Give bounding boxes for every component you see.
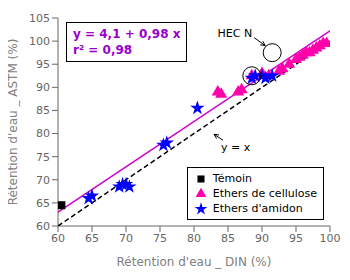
svg-text:y = x: y = x [221,141,251,154]
svg-text:75: 75 [153,232,167,245]
html-text:y = 4,1 + 0,98 x: y = 4,1 + 0,98 x [73,27,181,41]
svg-text:80: 80 [36,127,50,140]
svg-text:75: 75 [36,151,50,164]
svg-text:Rétention d'eau _ ASTM (%): Rétention d'eau _ ASTM (%) [8,39,20,206]
svg-text:80: 80 [187,232,201,245]
svg-text:HEC N: HEC N [218,27,253,40]
svg-text:100: 100 [320,232,341,245]
svg-text:95: 95 [289,232,303,245]
svg-text:70: 70 [36,174,50,187]
svg-text:60: 60 [51,232,65,245]
svg-text:100: 100 [29,35,50,48]
svg-text:90: 90 [255,232,269,245]
svg-text:95: 95 [36,58,50,71]
svg-text:Rétention d'eau _ DIN (%): Rétention d'eau _ DIN (%) [117,255,272,269]
svg-text:85: 85 [221,232,235,245]
svg-text:60: 60 [36,220,50,233]
html-text:r² = 0,98: r² = 0,98 [73,43,133,57]
svg-text:105: 105 [29,12,50,25]
svg-text:90: 90 [36,81,50,94]
html-text:Ethers de cellulose: Ethers de cellulose [212,187,317,200]
svg-text:85: 85 [36,104,50,117]
html-text:Témoin: Témoin [212,172,252,185]
svg-text:65: 65 [85,232,99,245]
svg-text:65: 65 [36,197,50,210]
svg-text:70: 70 [119,232,133,245]
html-text:Ethers d'amidon: Ethers d'amidon [212,202,303,215]
